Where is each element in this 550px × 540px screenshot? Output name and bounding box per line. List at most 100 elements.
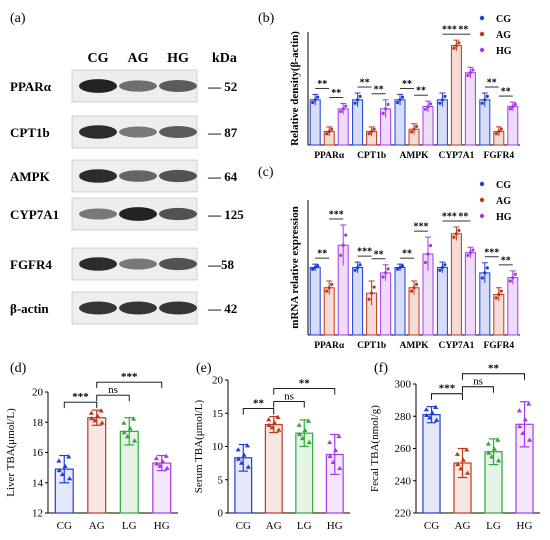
y-axis-label: Liver TBA(μmol/L) (5, 408, 17, 497)
data-point (495, 437, 501, 442)
data-point (353, 268, 357, 272)
data-point (59, 471, 66, 477)
significance-label: ** (458, 25, 468, 36)
panel-label: (c) (258, 165, 274, 180)
significance-bracket (273, 388, 336, 395)
blot-band (79, 79, 117, 93)
x-tick-label: AMPK (399, 151, 429, 161)
blot-kda-label: — 64 (207, 169, 238, 184)
y-tick-label: 18 (32, 417, 44, 429)
data-point (266, 417, 272, 422)
y-tick-label: 300 (395, 379, 412, 391)
y-tick-label: 5 (218, 474, 224, 486)
data-point (311, 100, 315, 105)
blot-band (79, 169, 117, 183)
blot-kda-label: — 125 (207, 207, 244, 222)
x-tick-label: CYP7A1 (438, 151, 474, 161)
chart-d: (d) 12 14 16 18 20 Liver TBA(μmol/L) CG AG LG HG **… (5, 361, 178, 532)
y-tick-label: 240 (395, 475, 412, 487)
data-point (384, 271, 388, 275)
lane-label-cg: CG (88, 51, 109, 66)
bar (264, 423, 283, 514)
significance-label: *** (439, 383, 456, 395)
data-point (316, 264, 320, 268)
legend-marker (479, 47, 485, 53)
data-point (330, 459, 336, 465)
bar (87, 417, 107, 514)
data-point (454, 232, 458, 236)
data-point (56, 458, 62, 463)
data-point (429, 410, 435, 415)
data-point (438, 268, 442, 272)
bar (450, 233, 462, 336)
significance-label: ** (317, 79, 327, 90)
y-axis-label: Serum TBA(μmol/L) (193, 399, 205, 493)
significance-label: ** (253, 398, 265, 410)
data-point (275, 414, 281, 419)
data-point (522, 417, 528, 422)
y-tick-label: 15 (212, 408, 224, 420)
data-point (313, 265, 317, 270)
data-point (486, 450, 492, 455)
data-point (339, 253, 343, 257)
data-point (370, 291, 374, 295)
data-point (330, 127, 334, 131)
data-point (98, 408, 104, 413)
data-point (466, 253, 470, 257)
data-point (132, 438, 138, 443)
significance-label: ** (299, 378, 311, 390)
y-tick-label: 12 (32, 508, 43, 520)
data-point (370, 129, 374, 134)
data-point (460, 457, 466, 462)
significance-bracket (462, 386, 494, 393)
data-point (412, 286, 416, 290)
data-point (386, 102, 390, 106)
data-point (127, 426, 133, 431)
data-point (423, 260, 428, 265)
panel-label: (f) (374, 361, 388, 376)
data-point (358, 263, 362, 267)
data-point (395, 267, 400, 271)
data-point (465, 470, 471, 475)
bar (450, 45, 462, 146)
data-point (424, 412, 430, 418)
significance-label: *** (121, 371, 138, 383)
data-point (527, 437, 533, 442)
x-tick-label: PPARα (314, 341, 345, 351)
data-point (409, 289, 414, 293)
panel-a-label: (a) (10, 11, 26, 26)
data-point (67, 476, 73, 481)
data-point (423, 107, 428, 111)
data-point (471, 248, 475, 252)
data-point (485, 266, 489, 270)
significance-label: ns (108, 384, 118, 396)
data-point (358, 94, 362, 99)
data-point (452, 46, 456, 50)
significance-label: ** (416, 86, 426, 97)
blot-band (119, 170, 157, 182)
data-point (468, 71, 472, 75)
bar (394, 99, 406, 146)
data-point (395, 100, 400, 105)
data-point (244, 443, 251, 448)
y-axis-label: Fecal TBA(nmol/g) (369, 405, 381, 492)
data-point (438, 101, 442, 105)
data-point (269, 425, 275, 430)
data-point (337, 465, 343, 471)
data-point (485, 94, 489, 99)
data-point (464, 447, 470, 452)
data-point (235, 456, 242, 461)
data-point (483, 98, 487, 102)
data-point (372, 127, 376, 131)
bar (309, 267, 321, 336)
x-tick-label: FGFR4 (483, 151, 514, 161)
data-point (66, 454, 72, 459)
x-tick-label: PPARα (314, 151, 345, 161)
x-tick-label: AG (455, 520, 471, 532)
x-tick-label: CG (236, 520, 251, 532)
legend-marker (479, 31, 485, 37)
data-point (428, 102, 433, 106)
data-point (414, 282, 419, 286)
blot-kda-label: — 42 (207, 301, 237, 316)
